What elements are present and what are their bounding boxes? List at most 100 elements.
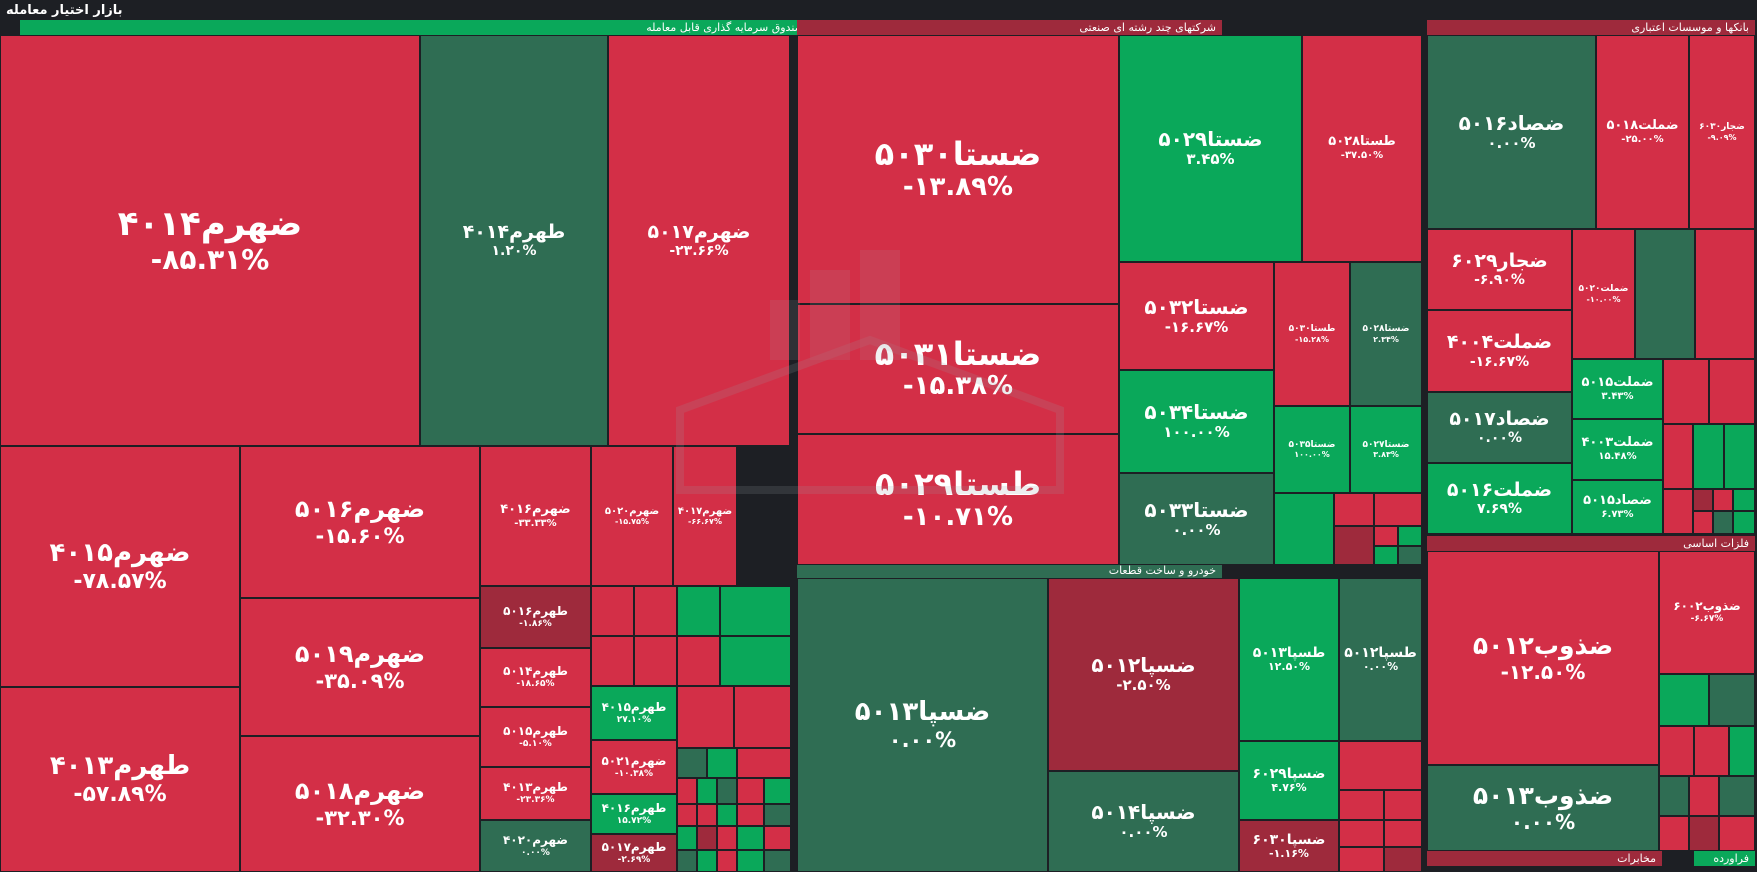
treemap-tile-small[interactable] — [1334, 526, 1374, 565]
treemap-tile-small[interactable] — [1693, 489, 1713, 511]
treemap-tile[interactable]: ضستا۵۰۳۱ -۱۵.۳۸% — [797, 304, 1119, 434]
treemap-tile[interactable]: طهرم۴۰۱۳ -۲۳.۳۶% — [480, 767, 591, 820]
treemap-tile-small[interactable] — [1659, 816, 1689, 851]
treemap-tile[interactable]: طهرم۴۰۱۵ ۲۷.۱۰% — [591, 686, 677, 740]
treemap-tile-small[interactable] — [1334, 493, 1374, 526]
treemap-tile[interactable]: ضستا۵۰۲۷ ۳.۸۳% — [1350, 406, 1422, 493]
treemap-tile[interactable]: ضذوب۶۰۰۲ -۶.۶۷% — [1659, 551, 1755, 674]
treemap-tile-small[interactable] — [1635, 229, 1695, 359]
treemap-tile-small[interactable] — [677, 686, 734, 748]
treemap-tile[interactable]: ضذوب۵۰۱۳ ۰.۰۰% — [1427, 765, 1659, 851]
treemap-tile-small[interactable] — [737, 850, 764, 872]
treemap-tile-small[interactable] — [1689, 816, 1719, 851]
treemap-tile[interactable]: ضهرم۵۰۲۰ -۱۵.۷۵% — [591, 446, 673, 586]
treemap-tile[interactable]: ضستا۵۰۳۰ -۱۳.۸۹% — [797, 35, 1119, 304]
treemap-tile-small[interactable] — [720, 586, 791, 636]
treemap-tile-small[interactable] — [764, 850, 791, 872]
treemap-tile[interactable]: ضهرم۵۰۱۷ -۲۳.۶۶% — [608, 35, 790, 446]
treemap-tile-small[interactable] — [1374, 546, 1398, 565]
treemap-tile[interactable]: ضهرم۵۰۱۶ -۱۵.۶۰% — [240, 446, 480, 598]
treemap-tile-small[interactable] — [697, 778, 717, 804]
treemap-tile-small[interactable] — [1659, 726, 1694, 776]
treemap-tile-small[interactable] — [1694, 726, 1729, 776]
treemap-tile[interactable]: طهرم۴۰۱۴ ۱.۲۰% — [420, 35, 608, 446]
treemap-tile-small[interactable] — [1398, 526, 1422, 546]
treemap-tile-small[interactable] — [677, 748, 707, 778]
treemap-tile-small[interactable] — [1374, 526, 1398, 546]
treemap-tile-small[interactable] — [717, 826, 737, 850]
treemap-tile-small[interactable] — [720, 636, 791, 686]
treemap-tile[interactable]: طسپا۵۰۱۳ ۱۲.۵۰% — [1239, 578, 1339, 741]
treemap-tile[interactable]: ضذوب۵۰۱۲ -۱۲.۵۰% — [1427, 551, 1659, 765]
treemap-tile-small[interactable] — [737, 826, 764, 850]
treemap-tile-small[interactable] — [1693, 424, 1724, 489]
treemap-tile-small[interactable] — [1663, 359, 1709, 424]
treemap-tile-small[interactable] — [1384, 790, 1422, 820]
treemap-tile[interactable]: ضسپا۶۰۲۹ ۴.۷۶% — [1239, 741, 1339, 820]
treemap-tile[interactable]: ضهرم۴۰۱۶ -۳۳.۳۳% — [480, 446, 591, 586]
treemap-tile-small[interactable] — [677, 850, 697, 872]
treemap-tile-small[interactable] — [591, 636, 634, 686]
treemap-tile-small[interactable] — [634, 636, 677, 686]
treemap-tile[interactable]: طهرم۵۰۱۴ -۱۸.۶۵% — [480, 648, 591, 707]
treemap-tile-small[interactable] — [1339, 790, 1384, 820]
treemap-tile-small[interactable] — [677, 826, 697, 850]
treemap-tile[interactable]: ضصاد۵۰۱۷ ۰.۰۰% — [1427, 392, 1572, 463]
treemap-tile-small[interactable] — [737, 748, 791, 778]
treemap-tile-small[interactable] — [737, 778, 764, 804]
treemap-tile[interactable]: ضستا۵۰۳۳ ۰.۰۰% — [1119, 473, 1274, 565]
treemap-tile[interactable]: ضصاد۵۰۱۶ ۰.۰۰% — [1427, 35, 1596, 229]
treemap-tile[interactable]: ضستا۵۰۳۵ ۱۰۰.۰۰% — [1274, 406, 1350, 493]
treemap-tile-small[interactable] — [737, 804, 764, 826]
treemap-tile-small[interactable] — [1384, 820, 1422, 847]
treemap-tile[interactable]: ضسپا۵۰۱۳ ۰.۰۰% — [797, 578, 1048, 872]
treemap-tile[interactable]: طهرم۵۰۱۶ -۱.۸۶% — [480, 586, 591, 648]
treemap-tile-small[interactable] — [734, 686, 791, 748]
treemap-tile-small[interactable] — [1663, 424, 1693, 489]
treemap-tile-small[interactable] — [677, 804, 697, 826]
treemap-tile-small[interactable] — [717, 804, 737, 826]
treemap-tile[interactable]: ضهرم۵۰۱۹ -۳۵.۰۹% — [240, 598, 480, 736]
treemap-tile-small[interactable] — [1709, 674, 1755, 726]
treemap-tile-small[interactable] — [1733, 489, 1755, 511]
treemap-tile-small[interactable] — [677, 636, 720, 686]
treemap-tile[interactable]: ضهرم۵۰۱۸ -۳۲.۳۰% — [240, 736, 480, 872]
treemap-tile-small[interactable] — [1398, 546, 1422, 565]
treemap-tile[interactable]: ضهرم۴۰۲۰ ۰.۰۰% — [480, 820, 591, 872]
treemap-tile-small[interactable] — [1663, 489, 1693, 534]
treemap-tile[interactable]: ضجار۶۰۲۹ -۶.۹۰% — [1427, 229, 1572, 310]
treemap-tile[interactable]: ضسپا۶۰۳۰ -۱.۱۶% — [1239, 820, 1339, 872]
treemap-tile-small[interactable] — [764, 778, 791, 804]
treemap-tile[interactable]: ضملت۴۰۰۳ ۱۵.۴۸% — [1572, 419, 1663, 480]
treemap-tile[interactable]: ضستا۵۰۲۸ ۲.۳۴% — [1350, 262, 1422, 406]
treemap-tile-small[interactable] — [764, 804, 791, 826]
treemap-tile-small[interactable] — [1719, 816, 1755, 851]
treemap-tile-small[interactable] — [677, 586, 720, 636]
treemap-tile-small[interactable] — [1693, 511, 1713, 534]
treemap-tile-small[interactable] — [1709, 359, 1755, 424]
treemap-tile-small[interactable] — [1339, 847, 1384, 872]
treemap-tile-small[interactable] — [707, 748, 737, 778]
treemap-tile-small[interactable] — [717, 778, 737, 804]
treemap-tile[interactable]: ضستا۵۰۳۲ -۱۶.۶۷% — [1119, 262, 1274, 370]
treemap-tile[interactable]: طهرم۵۰۱۵ -۵.۱۰% — [480, 707, 591, 767]
treemap-tile[interactable]: طهرم۵۰۱۷ -۲.۶۹% — [591, 834, 677, 872]
treemap-tile-small[interactable] — [1719, 776, 1755, 816]
treemap-tile[interactable]: ضهرم۴۰۱۴ -۸۵.۳۱% — [0, 35, 420, 446]
treemap-tile[interactable]: ضملت۵۰۱۶ ۷.۶۹% — [1427, 463, 1572, 534]
treemap-tile-small[interactable] — [1729, 726, 1755, 776]
treemap-tile[interactable]: ضجار۶۰۳۰ -۹.۰۹% — [1689, 35, 1755, 229]
treemap-tile[interactable]: ضسپا۵۰۱۴ ۰.۰۰% — [1048, 771, 1239, 872]
treemap-tile[interactable]: ضصاد۵۰۱۵ ۶.۷۳% — [1572, 480, 1663, 534]
treemap-tile[interactable]: طستا۵۰۲۹ -۱۰.۷۱% — [797, 434, 1119, 565]
treemap-tile-small[interactable] — [634, 586, 677, 636]
treemap-tile-small[interactable] — [1713, 489, 1733, 511]
treemap-tile[interactable]: ضملت۴۰۰۴ -۱۶.۶۷% — [1427, 310, 1572, 392]
treemap-tile-small[interactable] — [1659, 674, 1709, 726]
treemap-tile-small[interactable] — [1339, 741, 1422, 790]
treemap-tile[interactable]: ضهرم۴۰۱۷ -۶۶.۶۷% — [673, 446, 737, 586]
treemap-tile-small[interactable] — [1733, 511, 1755, 534]
treemap-tile-small[interactable] — [697, 804, 717, 826]
treemap-tile-small[interactable] — [1374, 493, 1422, 526]
treemap-tile-small[interactable] — [764, 826, 791, 850]
